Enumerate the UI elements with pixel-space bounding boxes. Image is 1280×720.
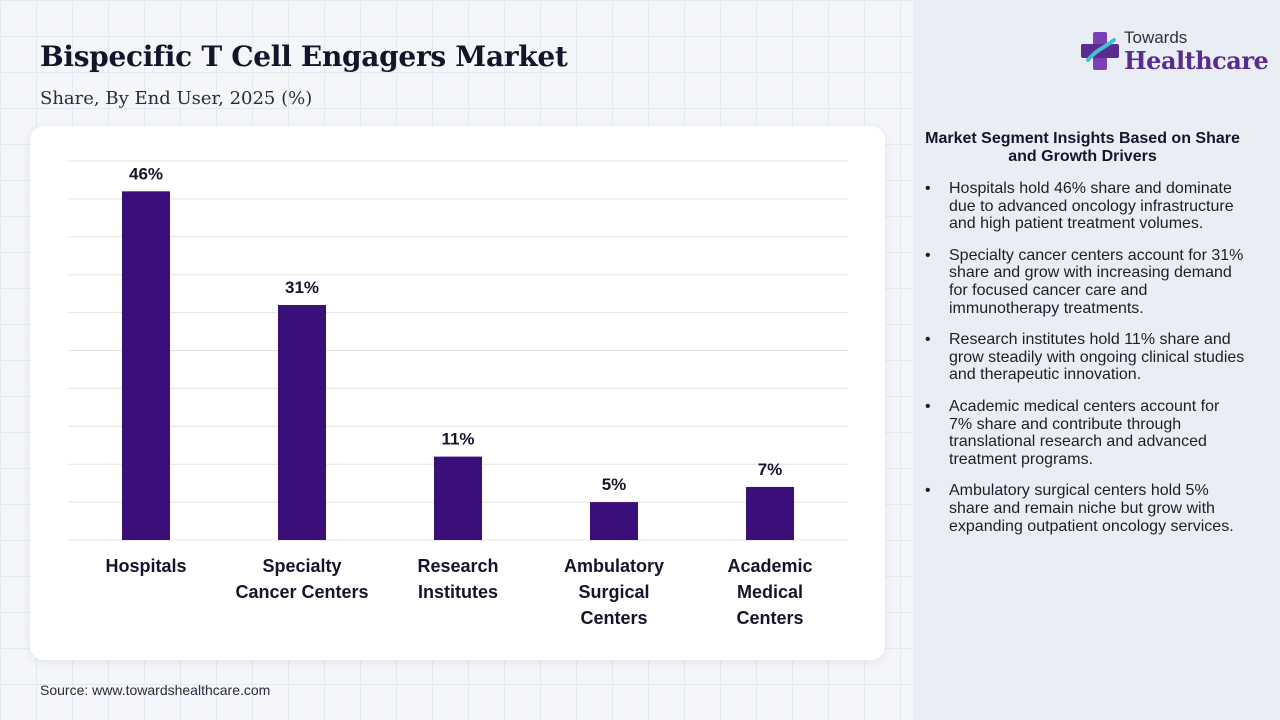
- category-label: Centers: [736, 608, 803, 628]
- insight-item: • Hospitals hold 46% share and dominate d…: [925, 180, 1245, 233]
- bar: [746, 486, 794, 540]
- category-label: Surgical: [578, 582, 649, 602]
- data-label: 5%: [602, 475, 627, 494]
- bar-chart: 46% Hospitals 31% Specialty Cancer Centers 11…: [68, 160, 848, 628]
- insight-text: Ambulatory surgical centers hold 5% shar…: [949, 482, 1234, 535]
- category-label: Academic: [727, 556, 812, 576]
- category-label: Institutes: [418, 582, 498, 602]
- insight-item: • Specialty cancer centers account for 31…: [925, 247, 1245, 317]
- category-label: Hospitals: [105, 556, 186, 576]
- bullet-icon: •: [925, 482, 931, 500]
- data-label: 46%: [129, 164, 163, 183]
- category-label: Centers: [580, 608, 647, 628]
- source-note: Source: www.towardshealthcare.com: [40, 682, 271, 698]
- bar: [122, 191, 170, 540]
- bullet-icon: •: [925, 180, 931, 197]
- category-label: Research: [417, 556, 498, 576]
- category-label: Medical: [737, 582, 803, 602]
- insights-title: Market Segment Insights Based on Share a…: [925, 130, 1240, 165]
- page-title: Bispecific T Cell Engagers Market: [40, 40, 568, 73]
- logo-top-text: Towards: [1124, 28, 1188, 47]
- bar: [434, 456, 482, 540]
- insight-text: Hospitals hold 46% share and dominate du…: [949, 180, 1234, 233]
- data-label: 11%: [441, 430, 474, 449]
- bar: [278, 305, 326, 540]
- bar: [590, 502, 638, 540]
- insight-text: Research institutes hold 11% share and g…: [949, 331, 1245, 384]
- data-label: 31%: [285, 278, 319, 297]
- insight-text: Specialty cancer centers account for 31%…: [949, 246, 1244, 317]
- category-label: Ambulatory: [564, 556, 664, 576]
- data-label: 7%: [758, 460, 783, 479]
- insights-list: • Hospitals hold 46% share and dominate d…: [925, 180, 1245, 549]
- insight-text: Academic medical centers account for 7% …: [949, 397, 1220, 468]
- insight-item: • Ambulatory surgical centers hold 5% sha…: [925, 482, 1245, 535]
- page-subtitle: Share, By End User, 2025 (%): [40, 88, 313, 109]
- logo-bottom-text: Healthcare: [1124, 46, 1269, 75]
- plus-cross-logo-icon: [1081, 32, 1119, 70]
- insight-item: • Research institutes hold 11% share and …: [925, 331, 1245, 384]
- bullet-icon: •: [925, 331, 931, 349]
- chart-card: 46% Hospitals 31% Specialty Cancer Centers 11…: [30, 126, 885, 660]
- category-label: Specialty: [262, 556, 341, 576]
- brand-logo: Towards Healthcare: [1080, 28, 1269, 78]
- insights-panel: [913, 0, 1280, 720]
- bullet-icon: •: [925, 397, 931, 415]
- category-label: Cancer Centers: [235, 582, 368, 602]
- bullet-icon: •: [925, 246, 931, 264]
- insight-item: • Academic medical centers account for 7%…: [925, 398, 1245, 468]
